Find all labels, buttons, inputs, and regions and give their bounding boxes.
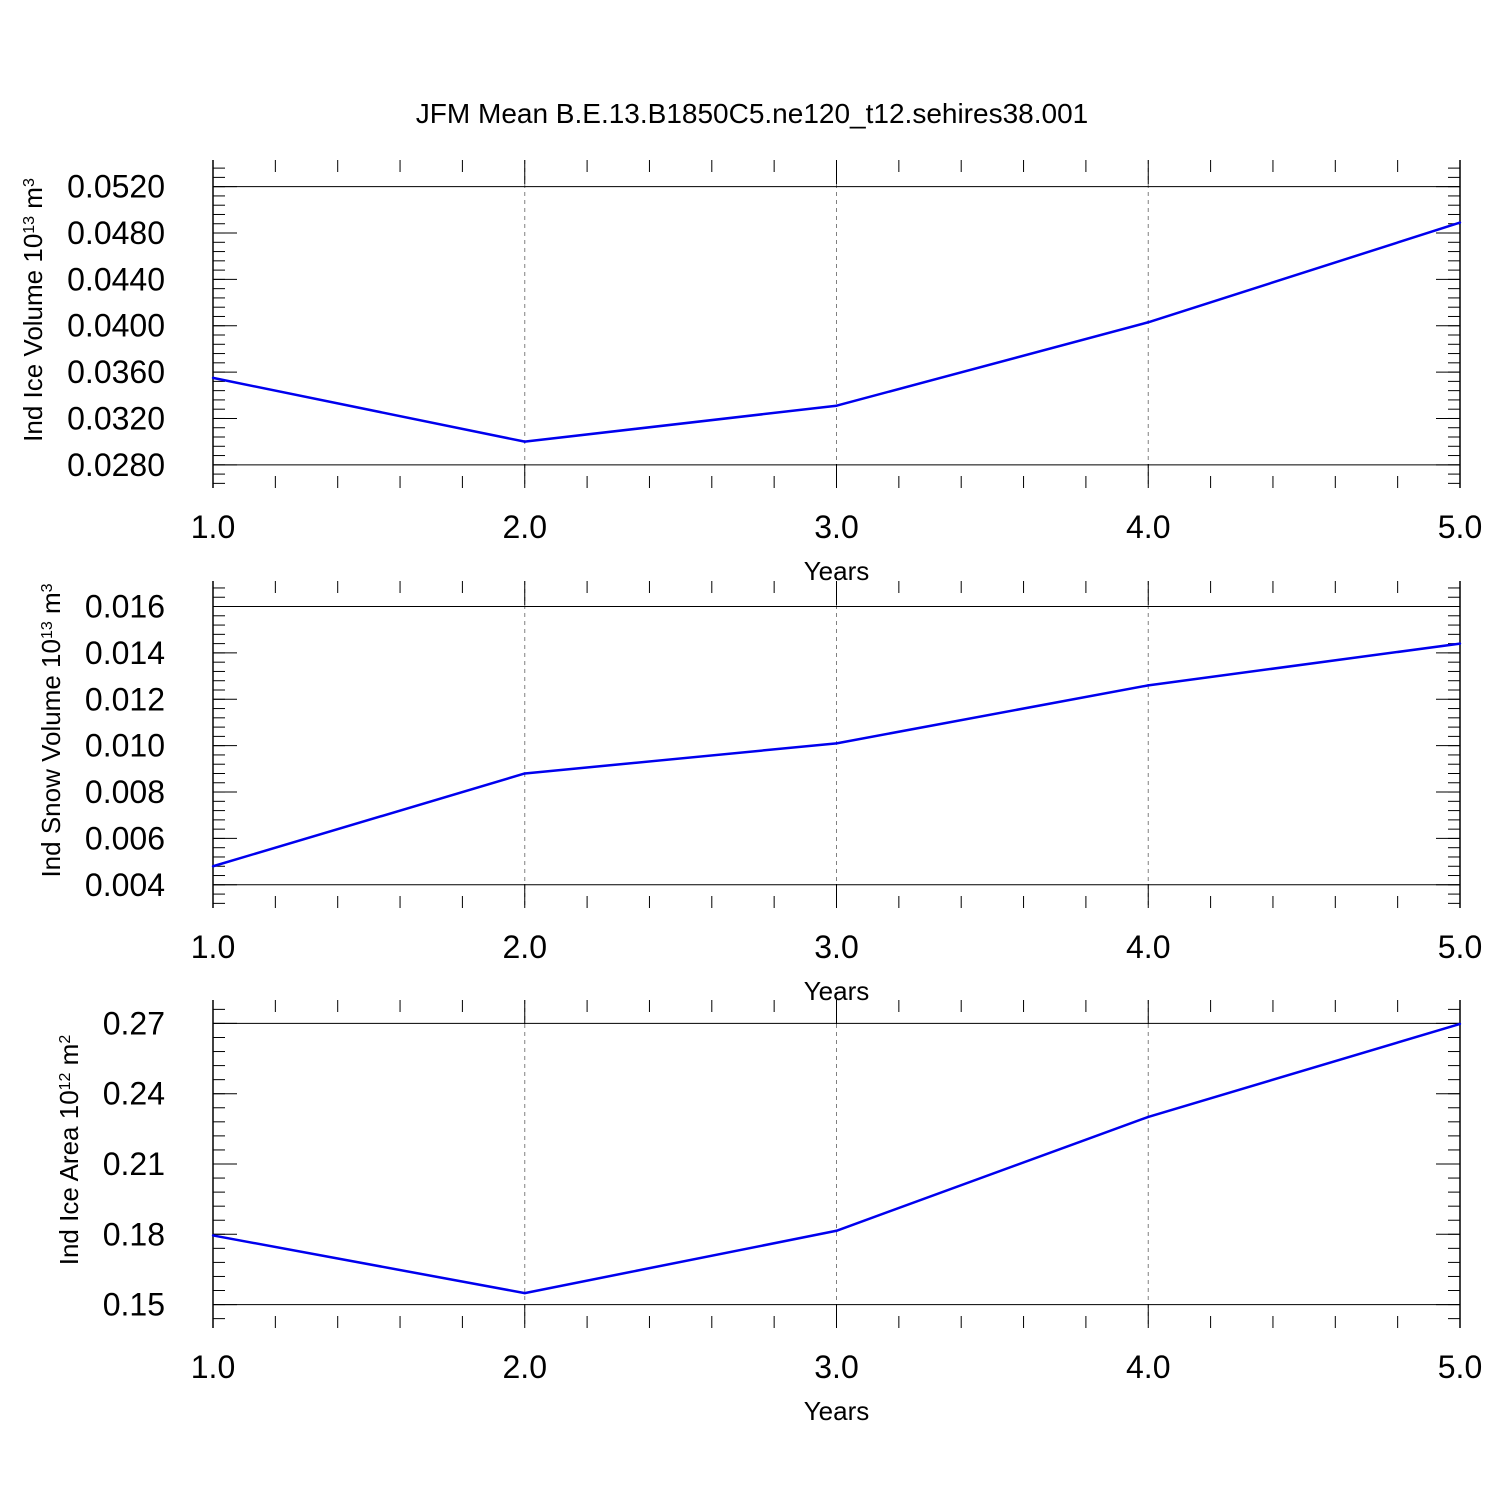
- data-point: [211, 376, 215, 380]
- y-tick-label: 0.0440: [67, 261, 165, 297]
- y-axis-title: Ind Ice Area 1012 m2: [54, 1035, 84, 1266]
- data-point: [1147, 321, 1150, 324]
- y-tick-label: 0.010: [85, 728, 165, 764]
- y-tick-label: 0.014: [85, 635, 165, 671]
- y-tick-label: 0.012: [85, 681, 165, 717]
- y-axis-title-superscript: 3: [21, 178, 38, 187]
- x-tick-label: 4.0: [1126, 509, 1170, 545]
- y-axis-title-part: Ind Ice Volume 10: [18, 234, 48, 442]
- chart-panels: 0.0280 0.0320 0.0360 0.0400 0.0440 0.0480 0.05…: [18, 160, 1482, 1426]
- y-tick-label: 0.15: [103, 1287, 165, 1323]
- y-axis-title: Ind Ice Volume 1013 m3: [18, 178, 48, 442]
- x-tick-label: 1.0: [191, 509, 235, 545]
- y-axis-title-superscript: 12: [57, 1072, 74, 1090]
- y-tick-label: 0.006: [85, 820, 165, 856]
- data-point: [835, 742, 838, 745]
- y-axis-title-part: m: [18, 187, 48, 216]
- y-axis-title-superscript: 13: [39, 621, 56, 639]
- x-tick-label: 5.0: [1438, 929, 1482, 965]
- y-axis-title-superscript: 3: [39, 583, 56, 592]
- y-tick-label: 0.0360: [67, 354, 165, 390]
- y-tick-label: 0.008: [85, 774, 165, 810]
- y-axis-title: Ind Snow Volume 1013 m3: [36, 583, 66, 877]
- y-axis-title-superscript: 13: [21, 216, 38, 234]
- x-tick-label: 1.0: [191, 929, 235, 965]
- data-point: [211, 865, 215, 868]
- data-point: [1458, 221, 1462, 224]
- y-tick-label: 0.016: [85, 589, 165, 625]
- data-point: [1458, 642, 1462, 645]
- y-axis-title-part: m: [54, 1044, 84, 1073]
- data-point: [211, 1234, 215, 1237]
- y-axis-title-part: Ind Ice Area 10: [54, 1090, 84, 1265]
- x-tick-label: 3.0: [814, 509, 858, 545]
- y-tick-label: 0.21: [103, 1146, 165, 1182]
- y-tick-label: 0.27: [103, 1005, 165, 1041]
- data-point: [1147, 684, 1150, 687]
- y-tick-label: 0.0280: [67, 447, 165, 483]
- x-tick-label: 2.0: [503, 929, 547, 965]
- x-tick-label: 5.0: [1438, 509, 1482, 545]
- data-point: [1147, 1115, 1150, 1119]
- data-point: [523, 440, 526, 443]
- x-tick-label: 3.0: [814, 929, 858, 965]
- y-tick-label: 0.18: [103, 1216, 165, 1252]
- data-point: [523, 1291, 526, 1295]
- data-point: [1458, 1022, 1462, 1026]
- y-tick-label: 0.0480: [67, 215, 165, 251]
- y-tick-label: 0.004: [85, 867, 165, 903]
- y-tick-label: 0.0400: [67, 308, 165, 344]
- x-tick-label: 3.0: [814, 1349, 858, 1385]
- x-tick-label: 2.0: [503, 509, 547, 545]
- y-tick-label: 0.0320: [67, 400, 165, 436]
- y-axis-title-part: m: [36, 592, 66, 621]
- x-tick-label: 5.0: [1438, 1349, 1482, 1385]
- y-axis-title-superscript: 2: [57, 1035, 74, 1044]
- chart-panel-3: 0.15 0.18 0.21 0.24 0.27 1.0 2.0 3.0 4.0 5.0 Years…: [54, 1000, 1482, 1426]
- figure-title: JFM Mean B.E.13.B1850C5.ne120_t12.sehire…: [416, 98, 1088, 129]
- x-tick-label: 4.0: [1126, 929, 1170, 965]
- x-tick-label: 4.0: [1126, 1349, 1170, 1385]
- y-axis-title-part: Ind Snow Volume 10: [36, 639, 66, 878]
- data-point: [835, 404, 838, 407]
- data-point: [835, 1229, 838, 1232]
- x-axis-title: Years: [804, 1396, 870, 1426]
- chart-panel-1: 0.0280 0.0320 0.0360 0.0400 0.0440 0.0480 0.05…: [18, 160, 1482, 586]
- y-tick-label: 0.0520: [67, 169, 165, 205]
- chart-panel-2: 0.004 0.006 0.008 0.010 0.012 0.014 0.016 1.0 2.…: [36, 581, 1482, 1006]
- x-tick-label: 1.0: [191, 1349, 235, 1385]
- y-tick-label: 0.24: [103, 1076, 165, 1112]
- data-point: [523, 772, 526, 775]
- x-tick-label: 2.0: [503, 1349, 547, 1385]
